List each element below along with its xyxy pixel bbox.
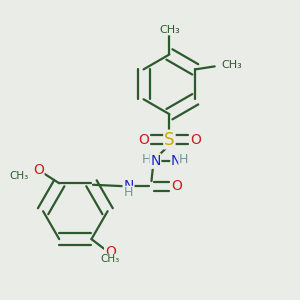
Text: N: N — [123, 178, 134, 193]
Text: N: N — [171, 154, 181, 168]
Text: CH₃: CH₃ — [221, 60, 242, 70]
Text: O: O — [105, 245, 116, 259]
Text: H: H — [124, 187, 133, 200]
Text: CH₃: CH₃ — [101, 254, 120, 265]
Text: O: O — [33, 163, 44, 177]
Text: S: S — [164, 130, 175, 148]
Text: N: N — [150, 154, 161, 168]
Text: O: O — [138, 133, 149, 146]
Text: CH₃: CH₃ — [159, 25, 180, 35]
Text: CH₃: CH₃ — [9, 170, 28, 181]
Text: H: H — [179, 153, 188, 167]
Text: H: H — [142, 153, 151, 167]
Text: O: O — [190, 133, 201, 146]
Text: O: O — [172, 179, 183, 194]
